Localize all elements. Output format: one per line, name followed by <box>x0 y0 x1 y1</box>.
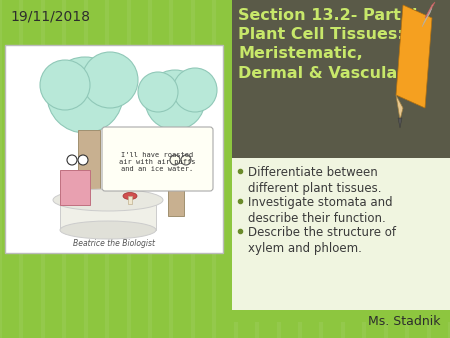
Circle shape <box>145 70 205 130</box>
FancyBboxPatch shape <box>102 127 213 191</box>
Bar <box>60 200 156 230</box>
Text: Beatrice the Biologist: Beatrice the Biologist <box>73 239 155 248</box>
Circle shape <box>173 68 217 112</box>
Text: Section 13.2- Part ii
Plant Cell Tissues:
Meristematic,
Dermal & Vascular: Section 13.2- Part ii Plant Cell Tissues… <box>238 8 418 80</box>
Bar <box>232 310 450 322</box>
Ellipse shape <box>123 193 137 199</box>
Circle shape <box>170 155 180 165</box>
Circle shape <box>67 155 77 165</box>
Text: Ms. Stadnik: Ms. Stadnik <box>368 315 440 328</box>
Polygon shape <box>422 8 432 27</box>
Text: Differentiate between
different plant tissues.: Differentiate between different plant ti… <box>248 166 382 195</box>
Text: 19/11/2018: 19/11/2018 <box>10 10 90 24</box>
Ellipse shape <box>60 221 156 239</box>
Bar <box>60 170 90 205</box>
Polygon shape <box>396 95 403 120</box>
Text: I'll have roasted
air with air puffs
and an ice water.: I'll have roasted air with air puffs and… <box>119 152 195 172</box>
Circle shape <box>138 72 178 112</box>
Polygon shape <box>425 2 435 18</box>
Circle shape <box>181 155 191 165</box>
Ellipse shape <box>53 189 163 211</box>
Text: Investigate stomata and
describe their function.: Investigate stomata and describe their f… <box>248 196 392 225</box>
Bar <box>78 130 100 210</box>
Circle shape <box>40 60 90 110</box>
Bar <box>232 158 450 313</box>
Polygon shape <box>398 118 402 128</box>
Circle shape <box>82 52 138 108</box>
Text: Describe the structure of
xylem and phloem.: Describe the structure of xylem and phlo… <box>248 226 396 255</box>
Circle shape <box>47 57 123 133</box>
Circle shape <box>78 155 88 165</box>
Polygon shape <box>396 5 432 108</box>
Bar <box>232 0 450 158</box>
Bar <box>5 45 223 253</box>
Bar <box>168 128 184 216</box>
Bar <box>128 196 132 204</box>
